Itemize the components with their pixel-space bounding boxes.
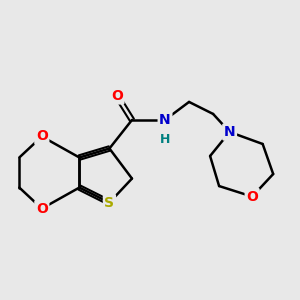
Text: N: N (224, 125, 236, 139)
Text: O: O (111, 89, 123, 103)
Text: O: O (36, 130, 48, 143)
Text: H: H (160, 133, 170, 146)
Text: O: O (246, 190, 258, 204)
Text: O: O (36, 202, 48, 216)
Text: S: S (104, 196, 114, 210)
Text: N: N (159, 113, 171, 127)
